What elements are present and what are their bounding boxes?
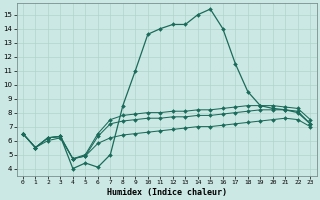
X-axis label: Humidex (Indice chaleur): Humidex (Indice chaleur) [107, 188, 227, 197]
